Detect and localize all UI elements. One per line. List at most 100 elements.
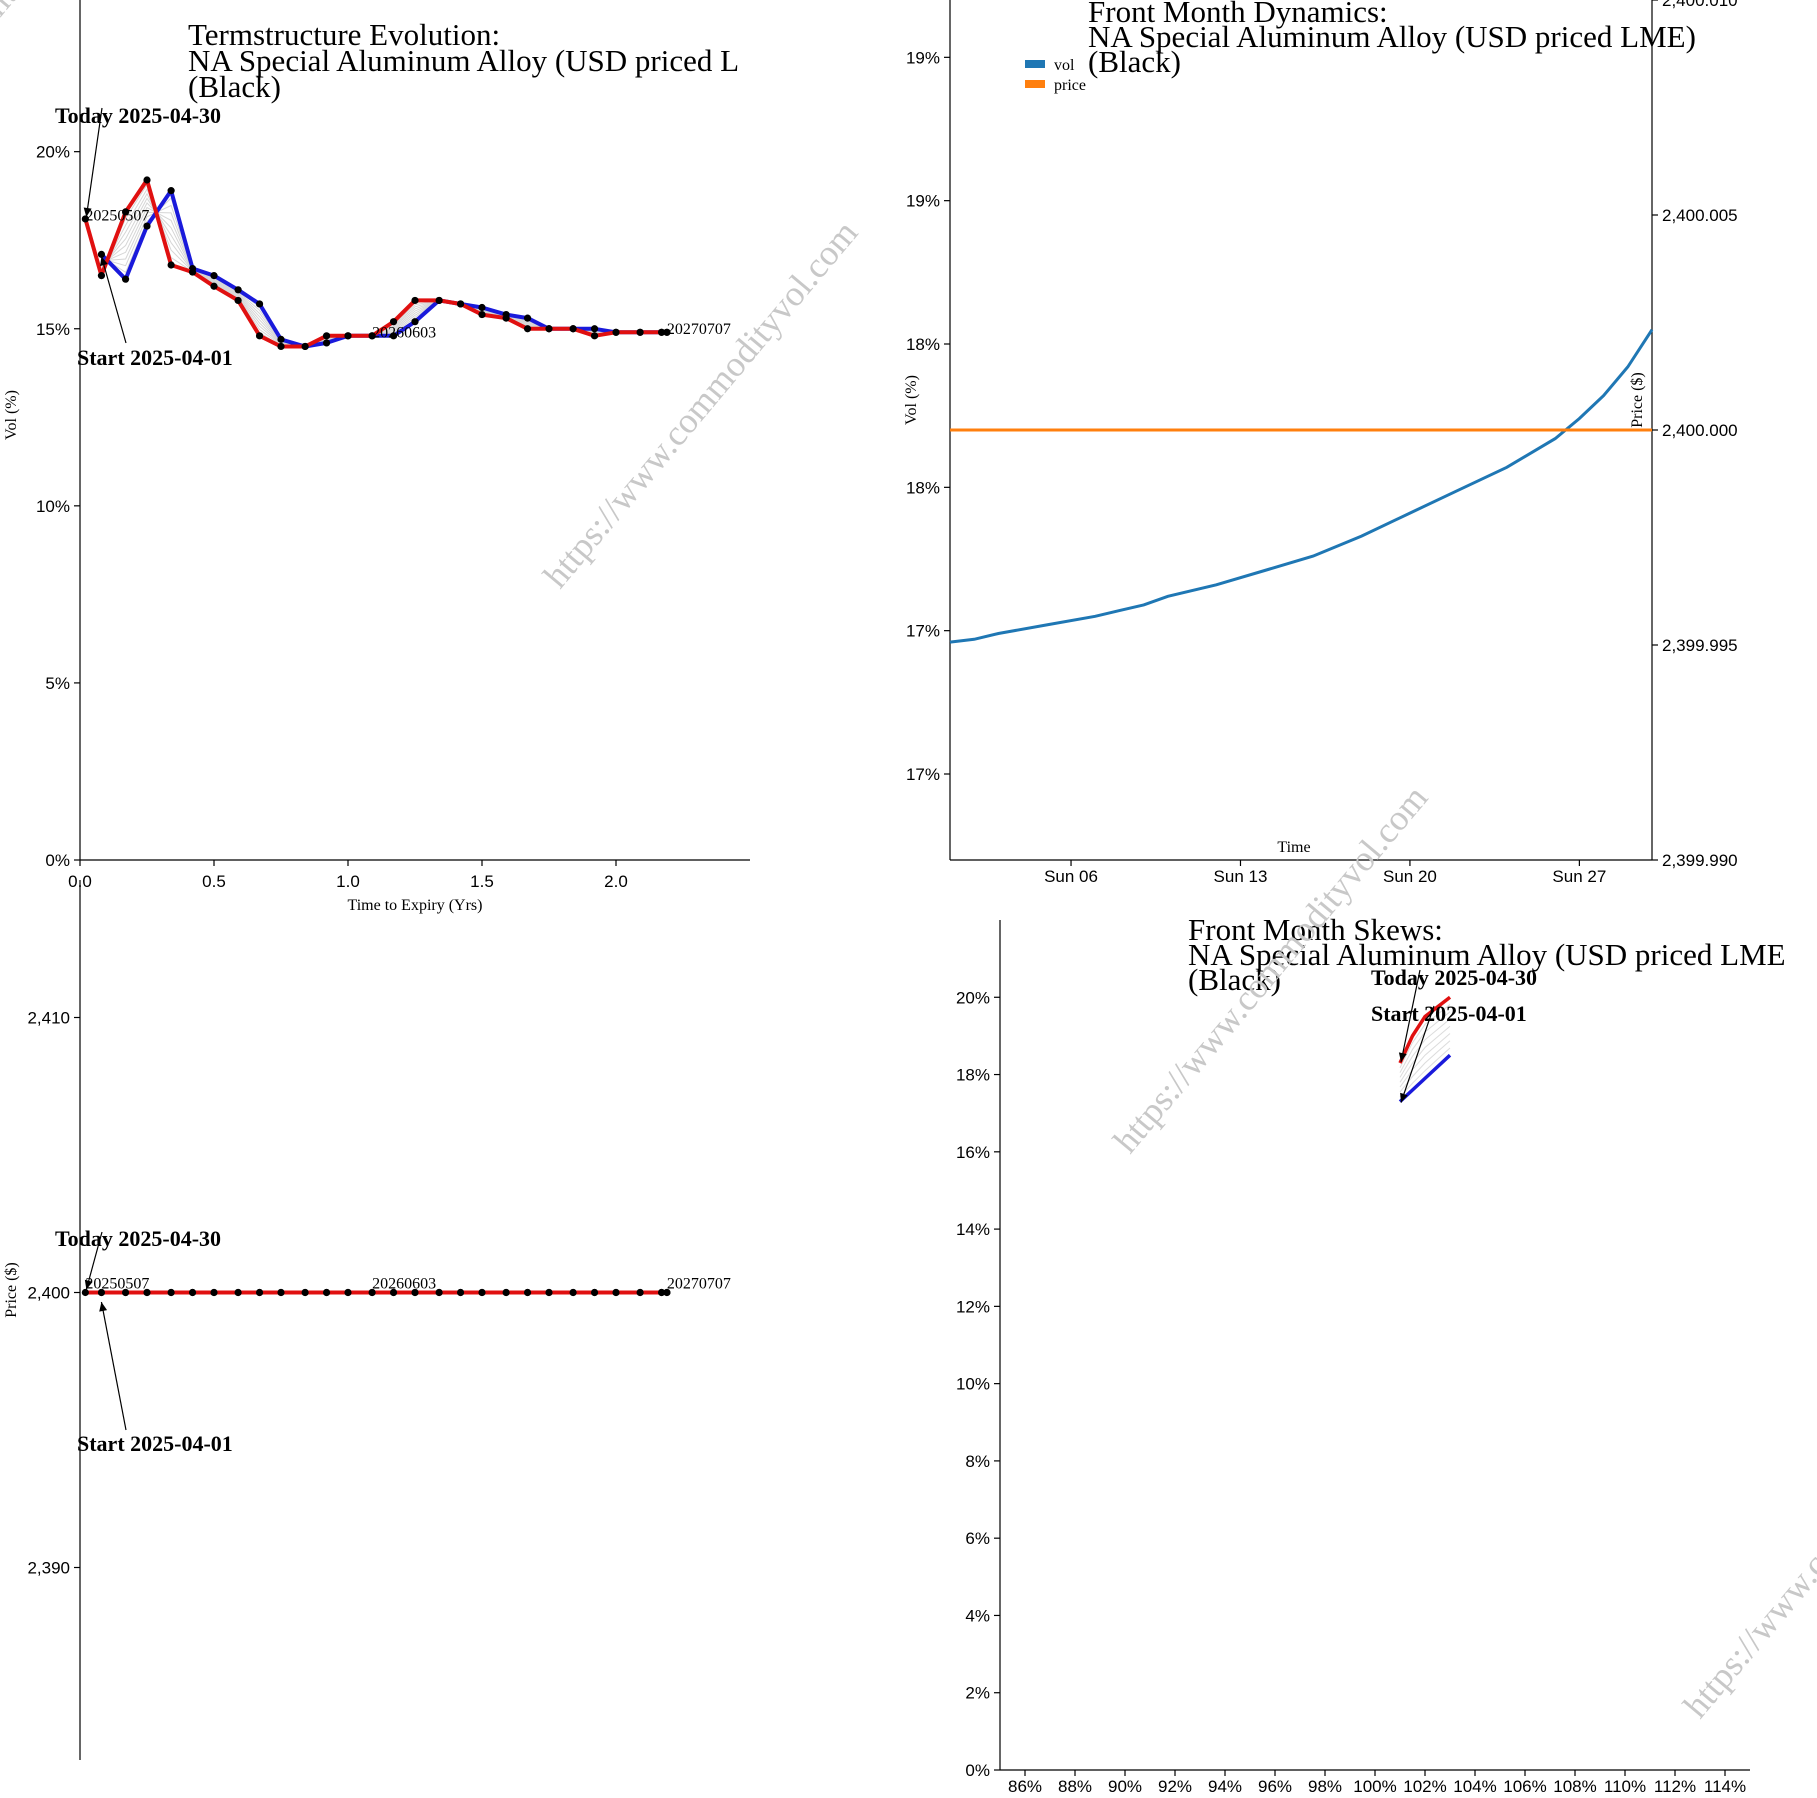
y-tick-label: 0%	[45, 851, 70, 870]
annotation-start: Start 2025-04-01	[77, 1431, 233, 1456]
data-point	[210, 282, 218, 290]
point-label: 20260603	[372, 324, 436, 341]
annotation-arrow	[100, 1301, 127, 1431]
y-tick-label: 4%	[965, 1606, 990, 1625]
y-tick-label: 2%	[965, 1684, 990, 1703]
annotation-arrowhead	[1398, 1052, 1407, 1062]
watermark-layer: https://www.commodityvol.com https://www.…	[0, 0, 1817, 1725]
x-tick-label: Sun 20	[1383, 867, 1437, 886]
data-point	[456, 1288, 465, 1297]
y-tick-label: 2,390	[27, 1559, 70, 1578]
data-point	[167, 261, 175, 269]
y-right-tick-label: 2,399.995	[1662, 636, 1738, 655]
chart-title-line: Front Month Skews:	[1188, 912, 1443, 947]
data-point	[143, 176, 151, 184]
data-point	[188, 1288, 197, 1297]
data-point	[301, 342, 309, 351]
y-tick-label: 10%	[36, 497, 70, 516]
y-left-tick-label: 19%	[906, 192, 940, 211]
point-label: 20270707	[667, 321, 731, 338]
data-point	[502, 314, 510, 322]
x-tick-label: 110%	[1604, 1777, 1646, 1796]
data-point	[234, 1288, 242, 1297]
data-point	[121, 1288, 130, 1297]
y-tick-label: 2,400	[27, 1284, 70, 1303]
y-tick-label: 14%	[956, 1220, 990, 1239]
data-point	[663, 1288, 671, 1297]
data-point	[389, 332, 398, 340]
watermark-text: https://www.commodityvol.com	[535, 213, 865, 595]
chart-title-line: NA Special Aluminum Alloy (USD priced LM…	[1188, 937, 1786, 972]
data-point	[81, 215, 89, 223]
data-point	[411, 1288, 419, 1297]
chart-title-line: (Black)	[1088, 44, 1181, 79]
point-label: 20250507	[85, 208, 149, 225]
y-left-axis-label: Vol (%)	[903, 375, 920, 425]
chart-title-line: NA Special Aluminum Alloy (USD priced L	[188, 43, 739, 78]
annotation-arrow	[100, 256, 127, 344]
chart-title-line: NA Special Aluminum Alloy (USD priced LM…	[1088, 19, 1696, 54]
x-tick-label: 2.0	[604, 872, 628, 891]
x-tick-label: 114%	[1704, 1777, 1746, 1796]
chart-title-line: (Black)	[188, 69, 281, 104]
y-axis-label: Price ($)	[3, 1262, 20, 1318]
y-tick-label: 2,410	[27, 1009, 70, 1028]
y-axis-label: Vol (%)	[3, 390, 20, 440]
y-tick-label: 5%	[45, 674, 70, 693]
skew-series-line	[1398, 995, 1452, 1064]
data-point	[234, 296, 242, 305]
data-point	[389, 318, 398, 326]
point-label: 20260603	[372, 1276, 436, 1293]
x-tick-label: 106%	[1503, 1777, 1546, 1796]
x-tick-label: Sun 06	[1044, 867, 1098, 886]
data-point	[188, 268, 197, 276]
front-month-skews-chart: 0% 2% 4% 6% 8% 10% 12% 14% 16% 18% 20% 86% 88% 90% 92%…	[956, 912, 1786, 1796]
data-point	[277, 342, 285, 351]
annotation-arrowhead	[99, 1302, 108, 1312]
x-tick-label: 102%	[1403, 1777, 1446, 1796]
data-point	[143, 222, 151, 230]
data-point	[143, 1288, 151, 1297]
data-point	[612, 328, 620, 336]
x-tick-label: Sun 13	[1214, 867, 1268, 886]
y-right-axis-label: Price ($)	[1629, 372, 1646, 428]
point-label: 20250507	[85, 1276, 149, 1293]
data-point	[389, 1288, 398, 1297]
skew-shade-line	[1399, 1033, 1451, 1088]
series-line	[83, 178, 667, 349]
data-point	[456, 300, 465, 308]
price-termstructure-chart: 2,390 2,400 2,410 Price ($) 20250507 20260603…	[3, 880, 731, 1760]
annotation-start: Start 2025-04-01	[77, 345, 233, 370]
x-axis-label: Time	[1277, 839, 1310, 856]
series-line-vol	[949, 328, 1654, 644]
annotation-start: Start 2025-04-01	[1371, 1001, 1527, 1026]
x-tick-label: 112%	[1654, 1777, 1696, 1796]
data-point	[569, 1288, 577, 1297]
y-right-tick-label: 2,400.000	[1662, 421, 1738, 440]
data-point	[411, 296, 419, 305]
data-point	[569, 325, 577, 333]
chart-title-line: Termstructure Evolution:	[188, 17, 500, 52]
data-point	[545, 325, 553, 333]
y-tick-label: 0%	[965, 1761, 990, 1780]
annotation-arrowhead	[100, 256, 108, 267]
x-tick-label: 1.5	[470, 872, 494, 891]
data-point	[368, 332, 376, 340]
x-tick-label: 104%	[1453, 1777, 1496, 1796]
annotation-arrowhead	[83, 207, 92, 217]
data-point	[97, 250, 106, 258]
annotation-arrowhead	[1400, 1092, 1408, 1103]
x-tick-label: 90%	[1108, 1777, 1142, 1796]
annotation-arrow	[1400, 969, 1421, 1063]
data-point	[657, 1288, 666, 1297]
x-tick-label: 88%	[1058, 1777, 1092, 1796]
data-point	[277, 335, 285, 343]
data-point	[322, 1288, 331, 1297]
data-point	[368, 1288, 376, 1297]
data-point	[255, 300, 264, 308]
data-point	[97, 272, 106, 280]
y-tick-label: 20%	[956, 988, 990, 1007]
annotation-arrowhead	[84, 1279, 93, 1290]
data-point	[322, 332, 331, 340]
